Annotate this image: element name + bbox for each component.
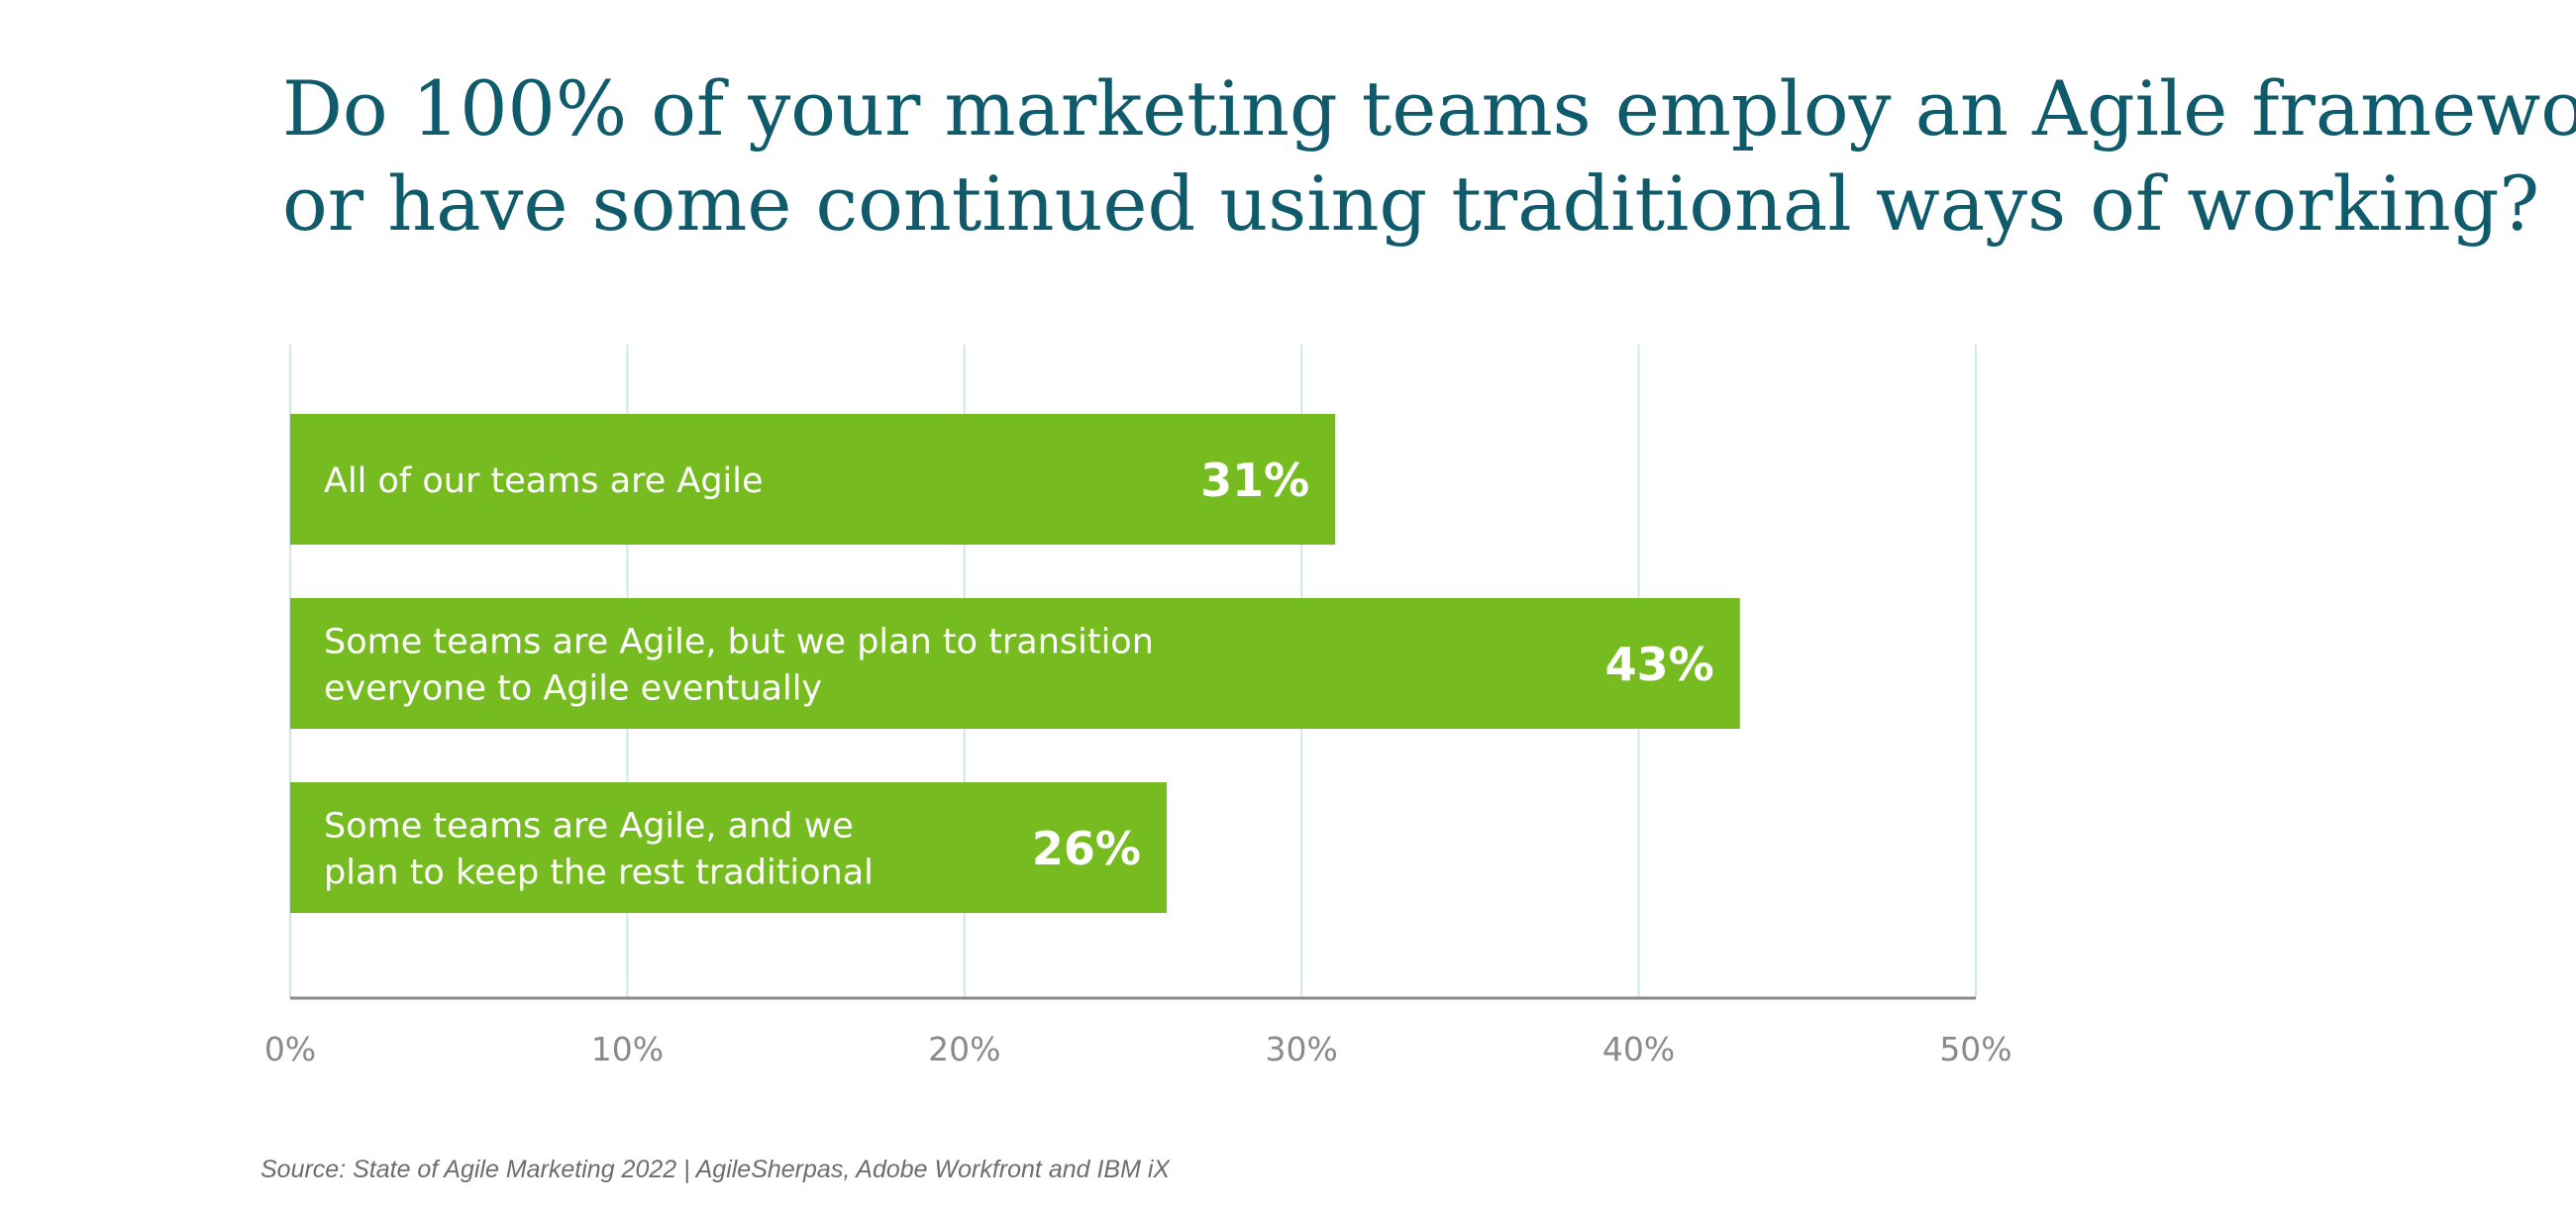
chart-title-line-1: Do 100% of your marketing teams employ a…: [282, 64, 2576, 152]
x-tick-label: 40%: [1602, 1030, 1675, 1068]
x-axis: 0% 10% 20% 30% 40% 50%: [264, 996, 2012, 1068]
category-label-line: Some teams are Agile, but we plan to tra…: [324, 623, 1154, 662]
x-tick-label: 50%: [1939, 1030, 2011, 1068]
x-tick-label: 20%: [928, 1030, 1000, 1068]
chart-title-line-2: or have some continued using traditional…: [282, 159, 2540, 248]
bars: All of our teams are Agile 31% Some teams …: [290, 414, 1740, 913]
chart-title: Do 100% of your marketing teams employ a…: [282, 61, 2576, 252]
x-tick-label: 0%: [264, 1030, 316, 1068]
category-label-line: Some teams are Agile, and we: [324, 807, 854, 847]
source-note: Source: State of Agile Marketing 2022 | …: [260, 1156, 1171, 1183]
category-label-line: everyone to Agile eventually: [324, 669, 822, 709]
category-label: Some teams are Agile, but we plan to tra…: [324, 623, 1154, 709]
x-tick-label: 10%: [591, 1030, 664, 1068]
value-label: 31%: [1200, 454, 1309, 507]
value-label: 26%: [1032, 822, 1141, 875]
bar: [290, 782, 1168, 913]
category-label-line: All of our teams are Agile: [324, 461, 764, 501]
category-label: Some teams are Agile, and we plan to keep…: [324, 807, 874, 893]
bar: [290, 414, 1336, 545]
x-tick-label: 30%: [1266, 1030, 1338, 1068]
category-label: All of our teams are Agile: [324, 461, 764, 501]
value-label: 43%: [1605, 638, 1714, 691]
bar: [290, 598, 1740, 729]
category-label-line: plan to keep the rest traditional: [324, 854, 874, 893]
